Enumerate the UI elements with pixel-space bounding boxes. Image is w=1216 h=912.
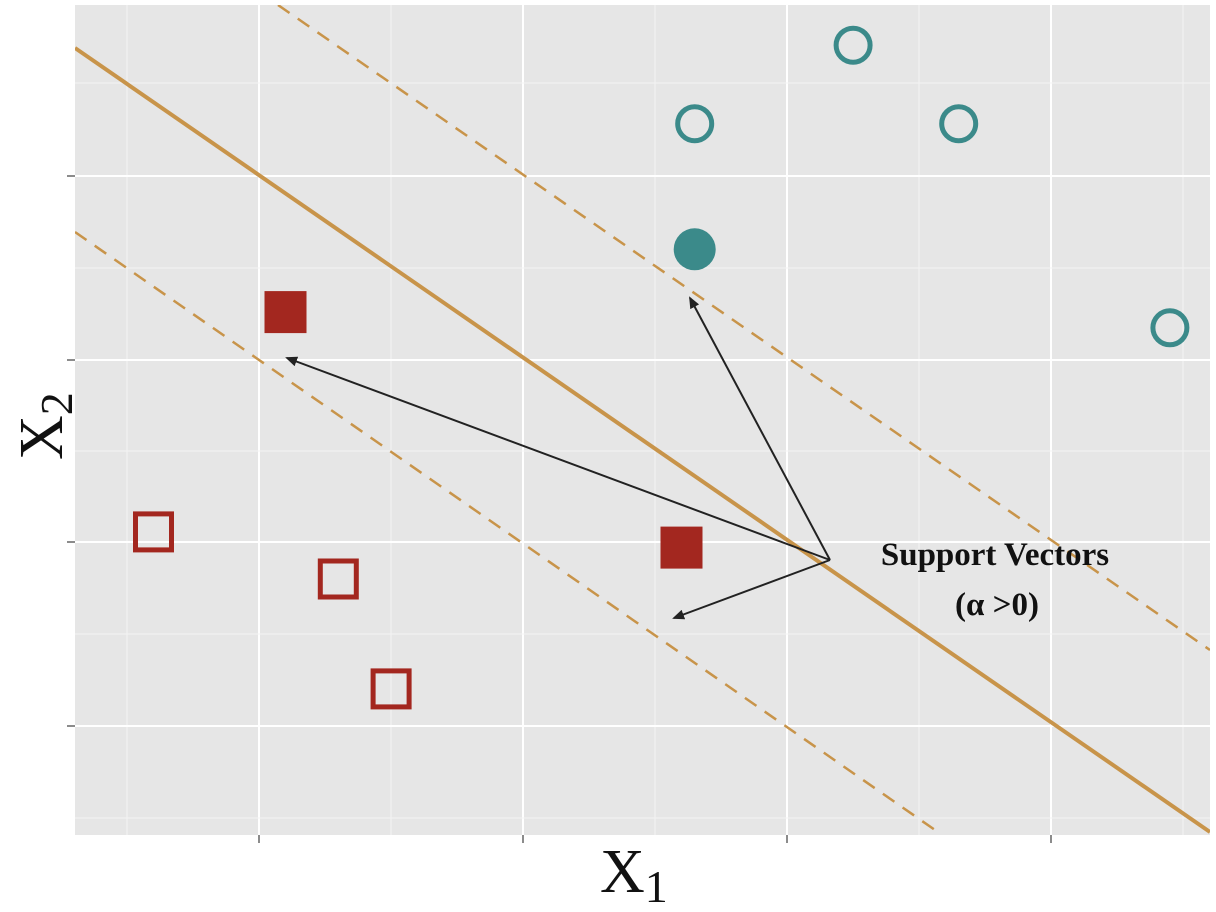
decision-lines (75, 5, 1210, 834)
lower-margin-line (75, 230, 936, 832)
y-axis-symbol: X (8, 415, 76, 460)
x-axis-symbol: X (600, 838, 645, 906)
decision-boundary-line (75, 46, 1210, 834)
arrow-to-upper-square-support (285, 356, 831, 561)
plot-panel (75, 5, 1210, 835)
circle-point (675, 104, 715, 144)
square-point (133, 511, 174, 553)
labels: Support Vectors (α >0) X1 X2 (8, 392, 1109, 912)
arrow-to-lower-square-support (672, 559, 831, 620)
circle-point (939, 104, 979, 144)
x-axis-subscript: 1 (645, 861, 668, 912)
support-vector-arrows (285, 296, 831, 620)
circle-point (833, 25, 873, 65)
square-point (317, 558, 359, 600)
grid-lines (75, 5, 1210, 835)
annotation-support-vectors: Support Vectors (881, 537, 1109, 573)
x-axis-label: X1 (600, 838, 668, 912)
support-circle-point (673, 228, 716, 271)
upper-margin-line (277, 5, 1210, 652)
arrow-to-circle-support (689, 296, 831, 561)
support-square-point (264, 291, 307, 334)
annotation-alpha-condition: (α >0) (955, 587, 1039, 623)
axis-ticks (67, 175, 1052, 843)
y-axis-label: X2 (8, 392, 82, 460)
data-points (133, 25, 1190, 710)
circle-point (1150, 308, 1190, 348)
square-point (370, 668, 412, 710)
y-axis-subscript: 2 (31, 392, 82, 415)
support-square-point (660, 526, 703, 569)
